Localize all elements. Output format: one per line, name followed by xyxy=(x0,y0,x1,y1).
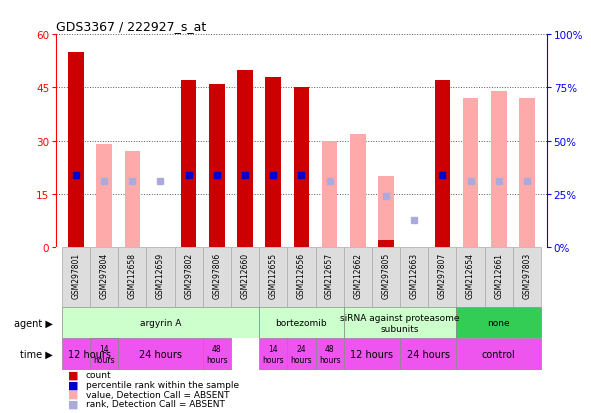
Bar xyxy=(322,142,337,248)
Bar xyxy=(344,308,456,339)
Text: GSM297806: GSM297806 xyxy=(212,253,222,299)
Bar xyxy=(344,248,372,308)
Text: ■: ■ xyxy=(68,380,79,389)
Text: bortezomib: bortezomib xyxy=(275,319,327,328)
Bar xyxy=(125,152,140,248)
Bar xyxy=(294,88,309,248)
Text: argyrin A: argyrin A xyxy=(139,319,181,328)
Text: 24 hours: 24 hours xyxy=(407,349,450,359)
Bar xyxy=(463,99,478,248)
Bar xyxy=(62,339,118,370)
Text: GSM212662: GSM212662 xyxy=(353,253,362,299)
Bar xyxy=(90,248,118,308)
Text: 14
hours: 14 hours xyxy=(93,344,115,364)
Bar xyxy=(68,53,84,248)
Bar xyxy=(231,248,259,308)
Text: GSM212660: GSM212660 xyxy=(241,253,249,299)
Bar xyxy=(90,339,118,370)
Text: siRNA against proteasome
subunits: siRNA against proteasome subunits xyxy=(340,313,460,333)
Text: value, Detection Call = ABSENT: value, Detection Call = ABSENT xyxy=(86,390,229,399)
Bar xyxy=(434,81,450,248)
Bar xyxy=(456,308,541,339)
Text: GSM212654: GSM212654 xyxy=(466,253,475,299)
Bar xyxy=(203,339,231,370)
Text: GSM212658: GSM212658 xyxy=(128,253,137,299)
Bar xyxy=(428,248,456,308)
Bar xyxy=(62,308,259,339)
Bar xyxy=(287,248,316,308)
Text: GSM212661: GSM212661 xyxy=(494,253,504,299)
Text: agent ▶: agent ▶ xyxy=(14,318,53,328)
Text: GDS3367 / 222927_s_at: GDS3367 / 222927_s_at xyxy=(56,19,206,33)
Text: 24 hours: 24 hours xyxy=(139,349,182,359)
Text: GSM297802: GSM297802 xyxy=(184,253,193,299)
Bar xyxy=(316,339,344,370)
Bar xyxy=(344,339,400,370)
Text: GSM212659: GSM212659 xyxy=(156,253,165,299)
Text: count: count xyxy=(86,370,111,379)
Bar xyxy=(456,248,485,308)
Bar xyxy=(259,308,344,339)
Bar xyxy=(118,339,203,370)
Text: GSM212656: GSM212656 xyxy=(297,253,306,299)
Bar xyxy=(316,248,344,308)
Bar xyxy=(147,248,174,308)
Text: time ▶: time ▶ xyxy=(21,349,53,359)
Text: GSM212663: GSM212663 xyxy=(410,253,418,299)
Bar xyxy=(400,248,428,308)
Bar xyxy=(378,241,394,248)
Bar xyxy=(519,99,535,248)
Bar xyxy=(350,134,366,248)
Text: GSM297807: GSM297807 xyxy=(438,253,447,299)
Text: none: none xyxy=(488,319,510,328)
Bar xyxy=(118,248,147,308)
Text: GSM297801: GSM297801 xyxy=(72,253,80,299)
Bar xyxy=(265,78,281,248)
Bar xyxy=(456,339,541,370)
Bar xyxy=(485,248,513,308)
Bar xyxy=(174,248,203,308)
Text: percentile rank within the sample: percentile rank within the sample xyxy=(86,380,239,389)
Text: 14
hours: 14 hours xyxy=(262,344,284,364)
Text: rank, Detection Call = ABSENT: rank, Detection Call = ABSENT xyxy=(86,399,225,408)
Text: 48
hours: 48 hours xyxy=(206,344,228,364)
Bar xyxy=(203,248,231,308)
Bar xyxy=(209,85,225,248)
Text: GSM212657: GSM212657 xyxy=(325,253,334,299)
Text: 24
hours: 24 hours xyxy=(291,344,312,364)
Text: 48
hours: 48 hours xyxy=(319,344,340,364)
Bar xyxy=(237,71,253,248)
Bar xyxy=(259,248,287,308)
Text: 12 hours: 12 hours xyxy=(69,349,112,359)
Bar xyxy=(491,92,506,248)
Bar xyxy=(287,339,316,370)
Text: 12 hours: 12 hours xyxy=(350,349,394,359)
Text: ■: ■ xyxy=(68,370,79,380)
Text: ■: ■ xyxy=(68,389,79,399)
Bar xyxy=(259,339,287,370)
Text: GSM212655: GSM212655 xyxy=(269,253,278,299)
Bar xyxy=(513,248,541,308)
Bar xyxy=(62,248,90,308)
Bar xyxy=(378,177,394,248)
Text: GSM297805: GSM297805 xyxy=(381,253,391,299)
Bar xyxy=(372,248,400,308)
Bar xyxy=(400,339,456,370)
Bar xyxy=(181,81,196,248)
Text: GSM297803: GSM297803 xyxy=(522,253,531,299)
Text: GSM297804: GSM297804 xyxy=(99,253,109,299)
Bar xyxy=(96,145,112,248)
Text: ■: ■ xyxy=(68,399,79,409)
Text: control: control xyxy=(482,349,515,359)
